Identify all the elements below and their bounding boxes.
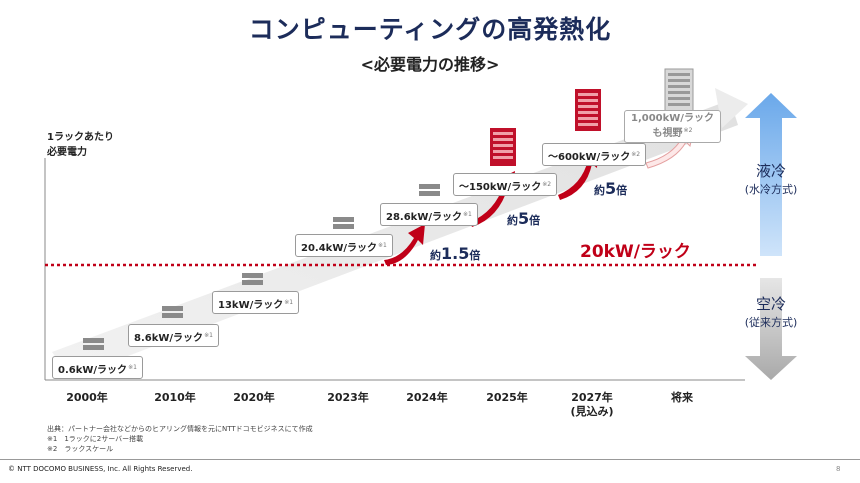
y-axis-label: 1ラックあたり 必要電力 [47,130,114,160]
x-tick: 2000年 [66,391,108,404]
multiplier-suffix: 倍 [616,184,628,197]
stage-box-2025: ～150kW/ラック※2 [453,173,558,196]
stage-label: ～150kW/ラック [459,182,542,193]
server-icon [83,338,104,350]
stage-note: ※2 [542,181,552,188]
trend-band-head [715,88,748,128]
multiplier-value: 5 [605,179,617,198]
stage-note: ※1 [463,211,472,218]
stage-box-2023: 20.4kW/ラック※1 [295,234,393,257]
page-title: コンピューティングの高発熱化 [248,15,612,44]
stage-label: 0.6kW/ラック [58,365,128,376]
x-tick: 2023年 [327,391,369,404]
air-cooling-arrow [745,278,797,380]
x-tick-label: 2027年 [571,391,613,404]
future-rack-icon [664,68,694,116]
rack-icon [490,128,516,166]
stage-note: ※1 [204,332,213,339]
liquid-cooling-label: 液冷 (水冷方式) [723,160,819,197]
multiplier-label: 約5倍 [594,179,627,198]
footnote-2: ※2 ラックスケール [47,445,114,453]
server-icon [242,273,263,285]
x-tick: 2024年 [406,391,448,404]
multiplier-prefix: 約 [430,249,441,262]
stage-box-2027: ～600kW/ラック※2 [542,143,647,166]
multiplier-value: 5 [518,209,530,228]
copyright-text: © NTT DOCOMO BUSINESS, Inc. All Rights R… [8,465,193,473]
multiplier-prefix: 約 [507,214,518,227]
liquid-cooling-main: 液冷 [755,162,786,180]
x-tick: 2020年 [233,391,275,404]
multiplier-suffix: 倍 [469,249,481,262]
x-tick: 将来 [671,391,693,404]
server-icon [419,184,440,196]
air-cooling-sub: (従来方式) [744,316,798,329]
stage-label: 13kW/ラック [218,300,284,311]
multiplier-value: 1.5 [441,244,470,263]
liquid-cooling-sub: (水冷方式) [744,183,798,196]
stage-note: ※1 [128,364,137,371]
future-label-line2: も視野 [652,128,683,139]
stage-note: ※2 [631,151,641,158]
server-icon [333,217,354,229]
stage-box-2020: 13kW/ラック※1 [212,291,300,314]
footnote-1: ※1 1ラックに2サーバー搭載 [47,435,144,443]
x-tick: 2025年 [486,391,528,404]
stage-box-2024: 28.6kW/ラック※1 [380,203,478,226]
source-notes: 出典：パートナー会社などからのヒアリング情報を元にNTTドコモビジネスにて作成 … [47,424,313,454]
future-note: ※2 [683,127,693,134]
stage-note: ※1 [284,299,294,306]
stage-box-2000: 0.6kW/ラック※1 [52,356,143,379]
page-number: 8 [836,465,841,473]
stage-box-future: 1,000kW/ラック も視野※2 [624,110,721,143]
multiplier-prefix: 約 [594,184,605,197]
growth-arrow [384,224,425,265]
y-axis-label-line2: 必要電力 [47,147,87,158]
threshold-label: 20kW/ラック [580,242,691,262]
stage-note: ※1 [378,242,387,249]
stage-label: 28.6kW/ラック [386,212,463,223]
x-tick-2027: 2027年 (見込み) [557,391,627,419]
page-subtitle: <必要電力の推移> [360,55,500,74]
air-cooling-label: 空冷 (従来方式) [723,293,819,330]
x-tick-sublabel: (見込み) [570,405,614,418]
x-tick: 2010年 [154,391,196,404]
multiplier-label: 約1.5倍 [430,244,480,263]
rack-icon [575,89,601,131]
air-cooling-main: 空冷 [755,295,786,313]
stage-label: ～600kW/ラック [548,152,631,163]
stage-box-2010: 8.6kW/ラック※1 [128,324,219,347]
y-axis-label-line1: 1ラックあたり [47,132,114,143]
stage-label: 8.6kW/ラック [134,333,204,344]
source-line: 出典：パートナー会社などからのヒアリング情報を元にNTTドコモビジネスにて作成 [47,425,313,433]
server-icon [162,306,183,318]
multiplier-suffix: 倍 [529,214,541,227]
multiplier-label: 約5倍 [507,209,540,228]
stage-label: 20.4kW/ラック [301,243,378,254]
liquid-cooling-arrow [745,93,797,256]
future-label-line1: 1,000kW/ラック [631,113,714,124]
footer-divider [0,459,860,460]
